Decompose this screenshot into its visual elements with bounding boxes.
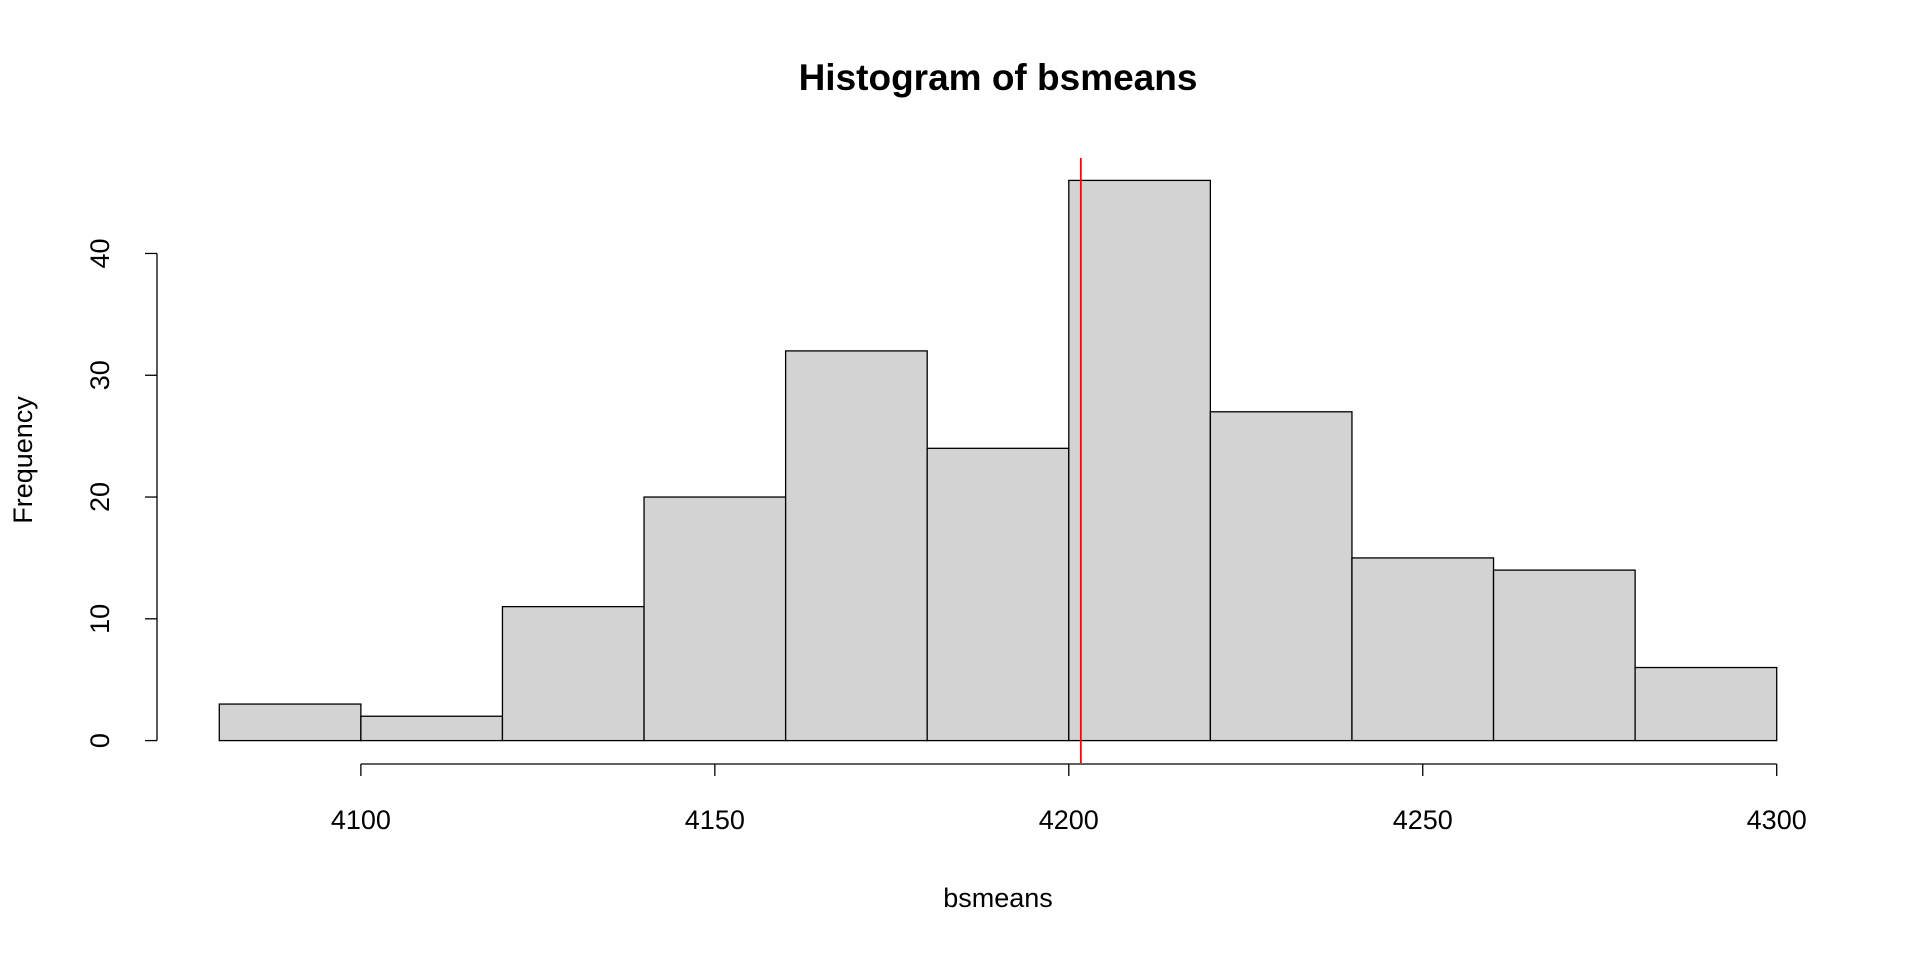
bar — [1068, 179, 1212, 742]
bar — [1351, 557, 1495, 742]
bar — [360, 715, 504, 742]
x-axis-label: bsmeans — [943, 883, 1053, 913]
bar — [1209, 411, 1353, 742]
x-tick-label: 4150 — [685, 805, 745, 835]
y-axis-label: Frequency — [8, 396, 38, 524]
bar — [218, 703, 362, 742]
y-tick-label: 20 — [85, 482, 115, 512]
bar — [1634, 666, 1778, 742]
x-tick-label: 4250 — [1393, 805, 1453, 835]
bar — [926, 447, 1070, 742]
bar — [643, 496, 787, 742]
x-tick-label: 4300 — [1747, 805, 1807, 835]
y-tick-label: 10 — [85, 604, 115, 634]
bar — [1492, 569, 1636, 742]
bar — [784, 350, 928, 742]
y-tick-label: 30 — [85, 360, 115, 390]
x-tick-label: 4200 — [1039, 805, 1099, 835]
chart-title: Histogram of bsmeans — [799, 57, 1198, 98]
bar — [501, 605, 645, 742]
y-tick-label: 0 — [85, 733, 115, 748]
x-tick-label: 4100 — [331, 805, 391, 835]
y-tick-label: 40 — [85, 238, 115, 268]
